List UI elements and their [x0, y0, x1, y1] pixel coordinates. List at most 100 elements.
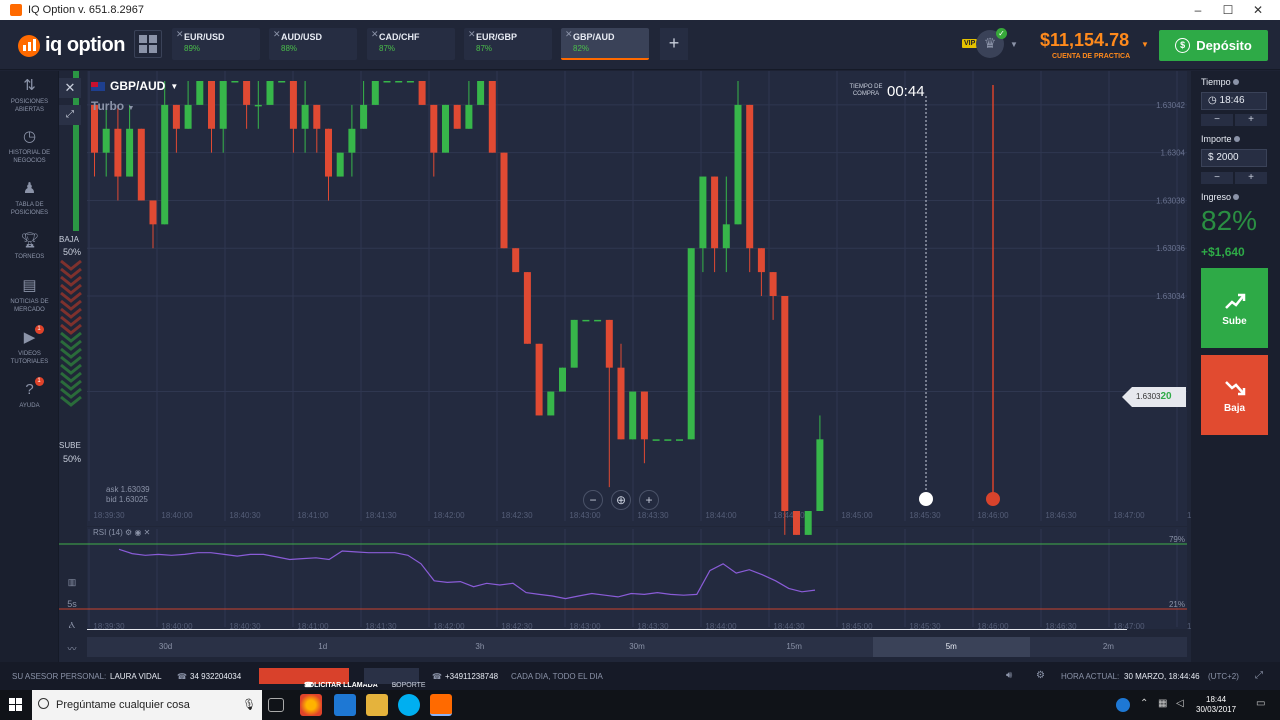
put-button[interactable]: Baja [1201, 355, 1268, 435]
sentiment-chevron [60, 347, 82, 359]
sidebar-item-help[interactable]: ? 1 AYUDA [0, 377, 59, 410]
center-chart-button[interactable]: ⊕ [611, 490, 631, 510]
sidebar-item-tournaments[interactable]: 🏆︎ TORNEOS [0, 232, 59, 261]
task-view-icon[interactable] [268, 698, 284, 712]
period-button[interactable]: 1d [318, 642, 328, 651]
minimize-button[interactable]: – [1194, 3, 1202, 17]
deposit-button[interactable]: $ Depósito [1159, 30, 1268, 61]
period-button[interactable]: 30d [158, 642, 173, 651]
candle [535, 343, 543, 416]
clock-date: 30/03/2017 [1196, 705, 1237, 714]
speaker-icon[interactable]: ◁ [1176, 698, 1184, 709]
period-button-active[interactable]: 5m [872, 637, 1030, 657]
microphone-icon[interactable]: 🎙︎ [242, 699, 256, 711]
asset-selector[interactable]: GBP/AUD ▼ [91, 79, 178, 93]
candle [629, 391, 637, 440]
candle [219, 81, 227, 129]
amount-field[interactable]: $ 2000 [1201, 149, 1267, 167]
edge-icon[interactable] [334, 694, 356, 716]
candle [594, 319, 602, 322]
period-button[interactable]: 30m [629, 642, 645, 651]
sidebar-item-leaderboard[interactable]: ♟ TABLA DE POSICIONES [0, 180, 59, 217]
chart-area[interactable]: 18:39:30 18:39:30 18:40:00 18:40:00 18:40:30… [59, 71, 1191, 662]
amount-minus-button[interactable]: − [1201, 172, 1233, 184]
add-asset-button[interactable]: + [660, 28, 688, 60]
chevron-down-icon[interactable]: ▼ [1141, 40, 1149, 49]
network-icon[interactable]: ▦ [1158, 698, 1168, 709]
close-chart-button[interactable]: ✕ [59, 78, 81, 98]
firefox-icon[interactable] [300, 694, 322, 716]
expiry-minus-button[interactable]: − [1201, 114, 1233, 126]
notifications-icon[interactable]: ▭ [1256, 698, 1266, 709]
asset-tab-active[interactable]: ✕ GBP/AUD 82% [561, 28, 649, 60]
zoom-out-button[interactable]: − [583, 490, 603, 510]
asset-tab[interactable]: ✕ AUD/USD 88% [269, 28, 357, 60]
option-type-selector[interactable]: Turbo ▼ [91, 99, 134, 113]
file-explorer-icon[interactable] [366, 694, 388, 716]
volume-icon[interactable]: 🔊︎ [1006, 670, 1013, 681]
zoom-in-button[interactable]: + [639, 490, 659, 510]
chart-down-icon [1224, 381, 1245, 396]
sidebar-item-open-positions[interactable]: ⇅ POSICIONES ABIERTAS [0, 77, 59, 114]
x-tick-label: 18:47 [1187, 622, 1191, 631]
windows-start-icon[interactable] [0, 690, 32, 720]
asset-tab[interactable]: ✕ EUR/GBP 87% [464, 28, 552, 60]
fullscreen-icon[interactable]: ⤢ [1255, 670, 1263, 681]
call-button[interactable]: Sube [1201, 268, 1268, 348]
drawing-tool-icon[interactable]: Ⲁ [68, 620, 76, 630]
close-tab-icon[interactable]: ✕ [176, 29, 184, 39]
tray-arrow-icon[interactable]: ⌃ [1140, 698, 1149, 709]
candle [676, 439, 683, 441]
iq-option-taskbar-icon[interactable] [430, 694, 452, 716]
indicators-icon[interactable]: 〰 [67, 644, 77, 654]
period-button[interactable]: 2m [1102, 642, 1114, 651]
gear-icon[interactable]: ⚙ [125, 528, 133, 537]
x-tick-label: 18:39:30 [93, 622, 125, 631]
expiry-time-field[interactable]: ◷ 18:46 [1201, 92, 1267, 110]
put-sentiment-pct: 50% [63, 247, 82, 257]
x-tick-label: 18:47:00 [1113, 622, 1145, 631]
chevron-down-icon[interactable]: ▼ [1010, 40, 1018, 49]
gear-icon[interactable]: ⚙ [1036, 670, 1045, 681]
asset-tab[interactable]: ✕ CAD/CHF 87% [367, 28, 455, 60]
iq-logo-icon [18, 34, 40, 57]
expiry-plus-button[interactable]: + [1235, 114, 1267, 126]
taskbar-clock[interactable]: 18:44 30/03/2017 [1196, 695, 1236, 715]
asset-tab[interactable]: ✕ EUR/USD 89% [172, 28, 260, 60]
chart-type-icon[interactable]: ▥ [67, 577, 77, 587]
close-window-button[interactable]: ✕ [1252, 3, 1264, 17]
sidebar-item-trade-history[interactable]: ◷ HISTORIAL DE NEGOCIOS [0, 128, 59, 165]
close-tab-icon[interactable]: ✕ [565, 29, 573, 39]
maximize-button[interactable]: ☐ [1222, 3, 1234, 17]
sidebar-item-news[interactable]: ▤ NOTICIAS DE MERCADO [0, 277, 59, 314]
close-icon[interactable]: ✕ [143, 528, 151, 537]
help-icon[interactable] [1116, 698, 1130, 712]
avatar[interactable]: ♛ ✓ [976, 28, 1007, 58]
account-balance[interactable]: $11,154.78 [1040, 30, 1130, 50]
expand-icon[interactable]: ⤢ [59, 105, 81, 125]
price-chart[interactable]: 18:39:30 18:39:30 18:40:00 18:40:00 18:40:30… [59, 71, 1191, 662]
taskbar-search-placeholder: Pregúntame cualquier cosa [56, 699, 190, 711]
arrows-updown-icon: ⇅ [23, 77, 36, 94]
eye-icon[interactable]: ◉ [134, 528, 142, 537]
candle [301, 104, 309, 129]
current-time-label: HORA ACTUAL: [1061, 672, 1120, 681]
candle [722, 224, 730, 249]
close-tab-icon[interactable]: ✕ [371, 29, 379, 39]
candle-interval[interactable]: 5s [67, 599, 77, 609]
request-call-button[interactable]: ☎ SOLICITAR LLAMADA [259, 668, 378, 689]
amount-plus-button[interactable]: + [1235, 172, 1267, 184]
period-button[interactable]: 15m [786, 642, 802, 651]
sidebar-item-video-tutorials[interactable]: ▶ 1 VIDEOS TUTORIALES [0, 325, 59, 366]
news-icon: ▤ [22, 277, 37, 294]
skype-icon[interactable] [398, 694, 420, 716]
clock-time: 18:44 [1206, 695, 1227, 704]
taskbar-search-input[interactable]: Pregúntame cualquier cosa 🎙︎ [32, 690, 262, 720]
close-tab-icon[interactable]: ✕ [468, 29, 476, 39]
option-type: Turbo [91, 99, 125, 113]
asset-grid-button[interactable] [134, 30, 162, 58]
logo[interactable]: iq option [18, 34, 125, 57]
period-button[interactable]: 3h [475, 642, 485, 651]
support-button[interactable]: ▭ SOPORTE [364, 668, 426, 689]
close-tab-icon[interactable]: ✕ [273, 29, 281, 39]
